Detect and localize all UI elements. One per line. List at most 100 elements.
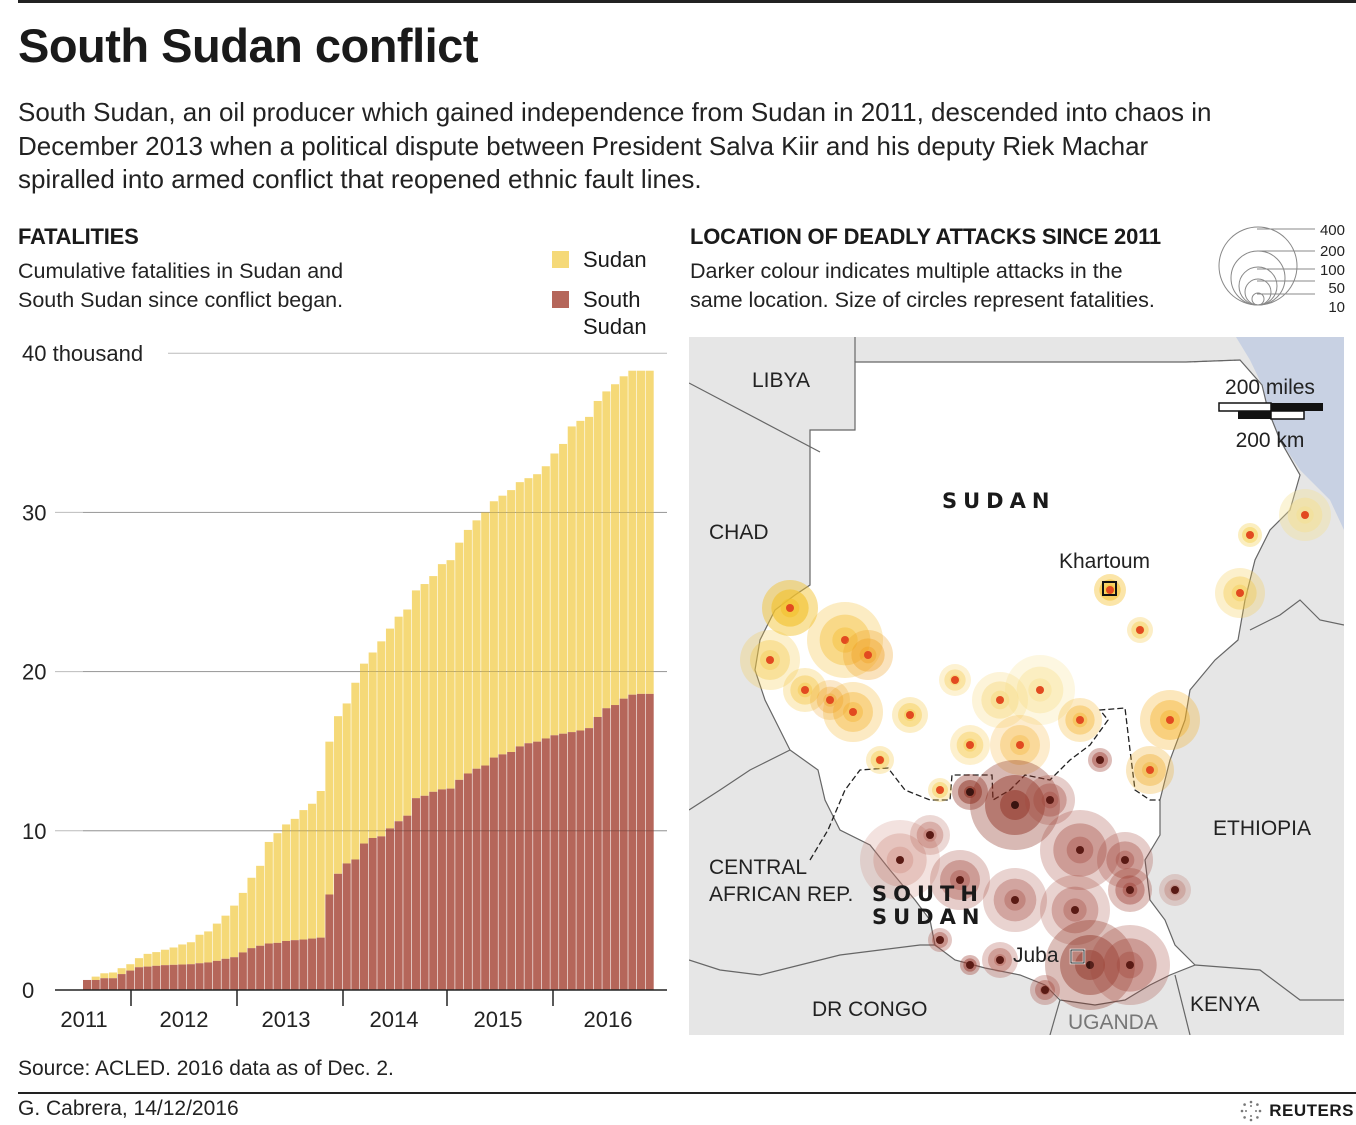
bar-sudan [507,490,516,752]
bar-south-sudan [403,815,412,990]
legend-label-south-sudan: South Sudan [583,286,653,340]
bar-south-sudan [498,754,507,990]
bar-south-sudan [463,773,472,990]
label-sudan: SUDAN [942,489,1055,513]
bar-sudan [515,482,524,747]
legend-item-south-sudan: South Sudan [552,286,653,340]
label-chad: CHAD [709,521,769,544]
bar-sudan [230,905,239,958]
legend-label-sudan: Sudan [583,247,647,272]
legend-label-line1: South [583,287,641,312]
bar-south-sudan [195,963,204,990]
page-title: South Sudan conflict [18,19,478,72]
bar-south-sudan [385,828,395,990]
bar-south-sudan [524,743,533,990]
bar-sudan [299,810,308,940]
map-title: LOCATION OF DEADLY ATTACKS SINCE 2011 [690,224,1161,249]
label-south-sudan-line2: SUDAN [872,905,985,929]
bar-south-sudan [212,960,221,990]
bar-south-sudan [628,694,637,990]
bar-sudan [342,703,351,864]
bar-sudan [489,501,498,758]
bar-south-sudan [567,732,576,990]
legend-item-sudan: Sudan [552,246,653,273]
bar-south-sudan [576,730,585,990]
bar-sudan [169,947,178,965]
bar-sudan [359,663,369,844]
bar-sudan [576,420,585,731]
bar-south-sudan [645,693,654,990]
fatalities-subtitle-line2: South Sudan since conflict began. [18,288,344,312]
legend-label-line2: Sudan [583,314,647,339]
bar-sudan [256,865,265,946]
bar-south-sudan [91,979,100,990]
bar-sudan [446,560,455,789]
size-legend-200: 200 [1320,243,1345,260]
size-legend-100: 100 [1320,262,1345,279]
source-note: Source: ACLED. 2016 data as of Dec. 2. [18,1057,394,1080]
attacks-map[interactable]: 200 miles 200 km LIBYA CHAD Khartoum ETH… [689,337,1344,1035]
bar-south-sudan [351,859,360,990]
bar-south-sudan [143,966,152,990]
bar-sudan [567,426,576,733]
bar-sudan [108,972,118,979]
bar-south-sudan [420,795,429,990]
bar-sudan [186,942,195,965]
bar-south-sudan [290,940,299,990]
bar-south-sudan [550,735,559,990]
bar-sudan [126,964,135,971]
bar-sudan [282,824,291,941]
reuters-logo[interactable]: REUTERS [1239,1099,1354,1123]
bar-south-sudan [446,788,455,990]
label-kenya: KENYA [1190,993,1260,1016]
bar-sudan [559,443,568,734]
bar-south-sudan [334,873,343,990]
bar-sudan [645,370,654,694]
top-rule [18,0,1356,3]
y-tick-label: 30 [22,500,46,525]
label-ethiopia: ETHIOPIA [1213,817,1311,840]
bar-sudan [472,520,481,769]
attack-bubbles [740,489,1331,1010]
bar-sudan [420,584,429,796]
map-subtitle-line1: Darker colour indicates multiple attacks… [690,259,1123,283]
label-drc: DR CONGO [812,998,928,1021]
bar-south-sudan [585,728,594,990]
red-sea [1236,337,1344,530]
scale-miles-label: 200 miles [1225,376,1315,399]
bar-south-sudan [636,693,646,990]
bar-sudan [316,791,325,938]
bar-south-sudan [230,957,239,990]
bar-sudan [463,529,472,774]
bar-south-sudan [377,836,386,990]
x-tick-label: 2011 [60,1007,107,1032]
bar-sudan [533,474,542,742]
brand-name: REUTERS [1269,1101,1354,1120]
bar-sudan [221,915,230,959]
bar-south-sudan [273,942,282,990]
bar-sudan [403,609,412,816]
bar-sudan [611,384,620,706]
bar-sudan [238,892,247,953]
map-subtitle: Darker colour indicates multiple attacks… [690,257,1155,315]
label-south-sudan-line1: SOUTH [872,882,984,906]
fatalities-title: FATALITIES [18,224,139,249]
bar-south-sudan [256,945,265,990]
intro-text: South Sudan, an oil producer which gaine… [18,97,1212,194]
bar-sudan [195,934,204,964]
bar-sudan [394,616,403,822]
legend-swatch-sudan [552,251,569,268]
bar-sudan [550,453,559,736]
bar-south-sudan [394,821,403,990]
bar-sudan [308,803,317,939]
bar-south-sudan [359,843,369,990]
bar-sudan [628,370,637,695]
bar-sudan [117,968,126,975]
bar-sudan [247,877,256,949]
bar-south-sudan [368,837,377,990]
bar-sudan [636,370,646,694]
khartoum-marker[interactable] [1102,581,1117,596]
bar-sudan [377,641,386,837]
label-juba: Juba [1013,944,1059,967]
x-tick-label: 2012 [160,1007,209,1032]
